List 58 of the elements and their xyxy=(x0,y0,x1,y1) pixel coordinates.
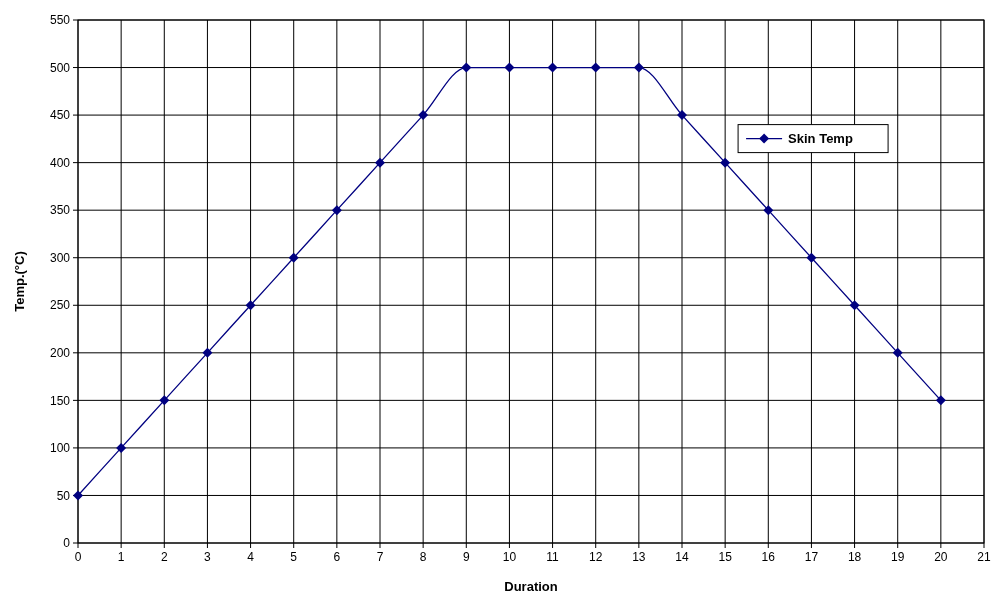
x-tick-label: 5 xyxy=(290,550,298,564)
x-tick-label: 1 xyxy=(117,550,125,564)
y-tick-label: 300 xyxy=(49,250,71,265)
x-tick-label: 9 xyxy=(462,550,470,564)
y-tick-label: 0 xyxy=(63,536,71,551)
x-tick-label: 19 xyxy=(891,550,905,564)
point xyxy=(892,347,903,358)
x-tick-label: 16 xyxy=(761,550,776,564)
point xyxy=(159,395,170,406)
point xyxy=(633,62,644,73)
y-tick-label: 250 xyxy=(49,298,71,313)
point xyxy=(375,157,385,168)
point xyxy=(245,300,256,311)
point xyxy=(461,62,472,73)
x-tick-label: 12 xyxy=(589,550,603,564)
x-tick-label: 20 xyxy=(934,550,948,564)
legend-label: Skin Temp xyxy=(788,131,853,147)
point xyxy=(504,62,515,73)
x-tick-label: 17 xyxy=(804,550,819,564)
point xyxy=(116,442,127,453)
point xyxy=(331,205,342,216)
x-tick-label: 18 xyxy=(847,550,862,564)
point xyxy=(547,62,558,73)
y-tick-label: 550 xyxy=(49,13,71,28)
point xyxy=(763,205,774,216)
y-tick-label: 150 xyxy=(49,393,71,408)
point xyxy=(849,300,860,311)
x-tick-label: 10 xyxy=(502,550,517,564)
x-tick-label: 14 xyxy=(675,550,689,564)
x-tick-label: 2 xyxy=(160,550,168,564)
point xyxy=(935,395,946,406)
x-tick-label: 21 xyxy=(977,550,991,564)
x-tick-label: 15 xyxy=(718,550,733,564)
x-tick-label: 13 xyxy=(632,550,646,564)
y-tick-label: 50 xyxy=(56,488,71,503)
x-tick-label: 3 xyxy=(204,550,212,564)
y-tick-label: 400 xyxy=(49,155,71,170)
x-tick-label: 4 xyxy=(247,550,255,564)
x-tick-label: 11 xyxy=(546,550,560,564)
point xyxy=(806,252,817,263)
point xyxy=(288,252,299,263)
x-tick-label: 8 xyxy=(419,550,427,564)
point xyxy=(202,347,213,358)
x-tick-label: 6 xyxy=(333,550,341,564)
y-tick-label: 200 xyxy=(49,346,71,361)
y-tick-label: 100 xyxy=(49,441,71,456)
x-tick-label: 0 xyxy=(74,550,82,564)
point xyxy=(590,62,601,73)
x-tick-label: 7 xyxy=(376,550,384,564)
y-axis-title: Temp.(°C) xyxy=(12,251,27,312)
y-tick-label: 500 xyxy=(49,60,71,75)
point xyxy=(418,110,429,121)
y-tick-label: 350 xyxy=(49,203,71,218)
y-tick-label: 450 xyxy=(49,108,71,123)
x-axis-title: Duration xyxy=(504,579,558,594)
point xyxy=(720,157,731,168)
point xyxy=(677,110,687,121)
point xyxy=(73,490,83,501)
